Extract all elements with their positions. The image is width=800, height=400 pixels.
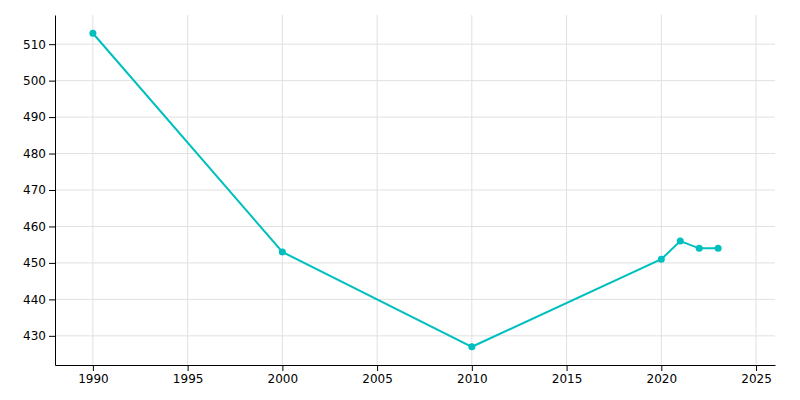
y-tick: 500 (23, 74, 55, 88)
y-tick-mark (49, 117, 55, 118)
point (658, 256, 665, 263)
y-tick: 480 (23, 147, 55, 161)
x-tick-mark (93, 365, 94, 371)
point (696, 245, 703, 252)
y-tick-mark (49, 263, 55, 264)
x-tick-mark (377, 365, 378, 371)
point (279, 248, 286, 255)
x-tick-label: 1995 (173, 372, 204, 386)
x-tick-label: 2015 (552, 372, 583, 386)
x-tick-label: 2020 (647, 372, 678, 386)
y-tick-mark (49, 154, 55, 155)
x-tick: 2005 (362, 365, 393, 386)
y-tick: 440 (23, 293, 55, 307)
y-axis-line (55, 16, 56, 366)
y-tick-mark (49, 226, 55, 227)
chart-svg: 1990 1995 2000 2005 2010 2015 2020 2025 430 440 45… (0, 0, 800, 400)
point (89, 30, 96, 37)
y-tick-label: 510 (23, 38, 46, 52)
x-tick-mark (567, 365, 568, 371)
y-grid-line (55, 190, 775, 191)
x-tick: 2000 (268, 365, 299, 386)
marks (89, 30, 721, 351)
y-grid-line (55, 299, 775, 300)
y-tick-mark (49, 44, 55, 45)
y-tick-label: 440 (23, 293, 46, 307)
x-tick-mark (282, 365, 283, 371)
y-grid-line (55, 262, 775, 263)
y-tick-label: 430 (23, 329, 46, 343)
x-axis: 1990 1995 2000 2005 2010 2015 2020 2025 (56, 365, 776, 386)
x-tick-label: 2005 (362, 372, 393, 386)
y-tick: 490 (23, 110, 55, 124)
y-tick-mark (49, 190, 55, 191)
x-tick: 2010 (457, 365, 488, 386)
y-grid-line (55, 80, 775, 81)
x-tick-label: 1990 (78, 372, 109, 386)
plot-area: 1990 1995 2000 2005 2010 2015 2020 2025 430 440 45… (23, 15, 775, 386)
y-tick: 450 (23, 256, 55, 270)
point (715, 245, 722, 252)
y-grid-line (55, 117, 775, 118)
y-tick-label: 470 (23, 183, 46, 197)
y-tick-label: 480 (23, 147, 46, 161)
y-tick-label: 450 (23, 256, 46, 270)
x-tick: 2015 (552, 365, 583, 386)
y-grid-line (55, 335, 775, 336)
y-tick-mark (49, 336, 55, 337)
x-tick-mark (188, 365, 189, 371)
y-axis: 430 440 450 460 470 480 490 500 510 (23, 16, 55, 366)
y-tick: 470 (23, 183, 55, 197)
y-grid-line (55, 153, 775, 154)
y-tick: 460 (23, 220, 55, 234)
chart-container: 1990 1995 2000 2005 2010 2015 2020 2025 430 440 45… (0, 0, 800, 400)
x-tick: 2020 (647, 365, 678, 386)
grid (55, 15, 775, 365)
x-tick-mark (661, 365, 662, 371)
x-axis-line (56, 365, 776, 366)
y-tick: 510 (23, 38, 55, 52)
y-tick-label: 490 (23, 110, 46, 124)
y-tick-mark (49, 81, 55, 82)
x-tick-mark (756, 365, 757, 371)
y-tick-label: 500 (23, 74, 46, 88)
y-tick-label: 460 (23, 220, 46, 234)
x-tick-mark (472, 365, 473, 371)
y-tick: 430 (23, 329, 55, 343)
x-tick-label: 2000 (268, 372, 299, 386)
x-tick: 2025 (741, 365, 772, 386)
x-tick: 1995 (173, 365, 204, 386)
y-grid-line (55, 226, 775, 227)
y-tick-mark (49, 299, 55, 300)
y-grid-line (55, 44, 775, 45)
point (677, 238, 684, 245)
point (468, 343, 475, 350)
line (93, 33, 718, 347)
x-tick: 1990 (78, 365, 109, 386)
x-tick-label: 2025 (741, 372, 772, 386)
x-tick-label: 2010 (457, 372, 488, 386)
